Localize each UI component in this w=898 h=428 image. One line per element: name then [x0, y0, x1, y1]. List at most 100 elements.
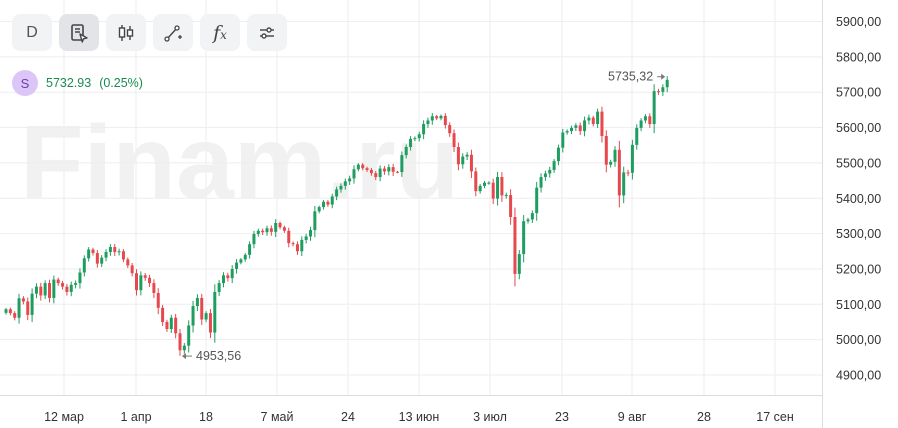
candle-body	[435, 116, 439, 119]
candle-body	[265, 228, 269, 233]
x-tick-label: 9 авг	[618, 410, 647, 424]
candle-body	[295, 244, 299, 252]
candle-body	[413, 138, 417, 140]
candles-icon	[118, 24, 134, 41]
candle-body	[330, 196, 334, 205]
candle-body	[609, 161, 613, 165]
y-tick-label: 5000,00	[836, 333, 881, 347]
candle-body	[648, 116, 652, 125]
candle-body	[335, 189, 339, 197]
y-tick-label: 5900,00	[836, 15, 881, 29]
timeframe-button[interactable]: D	[12, 14, 52, 51]
x-tick-label: 17 сен	[756, 410, 794, 424]
candle-body	[30, 293, 34, 315]
candle-body	[465, 154, 469, 157]
candle-body	[422, 124, 426, 135]
candle-body	[417, 134, 421, 139]
order-tool-button[interactable]	[59, 14, 99, 51]
candle-body	[108, 247, 112, 252]
y-tick-label: 5700,00	[836, 86, 881, 100]
candle-body	[191, 306, 195, 326]
candle-body	[43, 283, 47, 296]
candle-body	[282, 227, 286, 231]
candle-body	[439, 115, 443, 119]
candle-body	[469, 154, 473, 172]
chart-type-button[interactable]	[106, 14, 146, 51]
ticker-price: 5732.93	[46, 76, 92, 90]
candle-body	[52, 279, 56, 298]
candle-body	[78, 272, 82, 284]
candle-body	[617, 149, 621, 196]
candle-body	[483, 182, 486, 186]
candle-body	[126, 259, 130, 266]
y-tick-label: 5300,00	[836, 227, 881, 241]
candle-body	[339, 185, 343, 190]
candle-body	[548, 169, 552, 174]
candle-body	[365, 168, 369, 170]
candle-body	[430, 116, 434, 121]
candle-body	[539, 177, 543, 188]
candle-body	[139, 275, 143, 291]
candle-body	[291, 243, 295, 245]
candle-body	[17, 298, 21, 318]
candle-body	[100, 257, 104, 264]
y-tick-label: 5100,00	[836, 298, 881, 312]
indicators-button[interactable]: fx	[200, 14, 240, 51]
low-annotation-label: 4953,56	[196, 349, 241, 363]
candle-body	[200, 297, 204, 320]
candle-body	[74, 283, 78, 285]
settings-button[interactable]	[247, 14, 287, 51]
candle-body	[643, 116, 647, 121]
y-tick-label: 5500,00	[836, 156, 881, 170]
candle-body	[587, 117, 591, 121]
candle-body	[600, 111, 604, 137]
candle-body	[152, 283, 156, 293]
x-tick-label: 3 июл	[473, 410, 507, 424]
candle-body	[530, 213, 534, 220]
candle-body	[409, 138, 413, 147]
candle-body	[535, 187, 539, 214]
x-tick-label: 24	[341, 410, 355, 424]
candle-body	[248, 244, 252, 255]
candle-body	[69, 284, 73, 292]
x-tick-label: 28	[697, 410, 711, 424]
candle-body	[235, 262, 239, 269]
candle-body	[639, 120, 643, 128]
candle-body	[56, 279, 60, 284]
candle-body	[487, 182, 491, 184]
draw-tool-button[interactable]	[153, 14, 193, 51]
candle-body	[104, 251, 108, 258]
candle-body	[274, 222, 278, 232]
candle-body	[91, 249, 95, 254]
candle-body	[552, 161, 556, 170]
candle-body	[369, 169, 373, 174]
high-arrow-head	[661, 73, 666, 80]
candle-body	[391, 167, 395, 172]
candle-body	[661, 87, 665, 92]
candle-body	[496, 177, 500, 199]
candle-body	[626, 172, 630, 174]
candle-body	[204, 313, 208, 320]
order-cursor-icon	[71, 23, 88, 43]
candle-body	[117, 251, 121, 253]
candle-body	[161, 307, 165, 322]
function-icon: fx	[213, 21, 227, 44]
candle-body	[583, 120, 587, 132]
low-arrow-head	[182, 353, 186, 360]
candle-body	[491, 182, 495, 199]
candle-body	[404, 146, 408, 156]
candle-body	[578, 125, 582, 132]
candle-body	[443, 115, 447, 126]
candle-body	[226, 275, 230, 279]
candle-body	[448, 125, 452, 134]
chart-toolbar: D fx	[12, 14, 287, 51]
ticker-avatar[interactable]: S	[12, 70, 38, 96]
candle-body	[187, 325, 191, 346]
candle-body	[426, 120, 430, 125]
candle-body	[34, 286, 38, 294]
candle-body	[456, 146, 460, 165]
candle-body	[665, 79, 669, 88]
candle-body	[48, 283, 51, 298]
candle-body	[95, 253, 99, 264]
